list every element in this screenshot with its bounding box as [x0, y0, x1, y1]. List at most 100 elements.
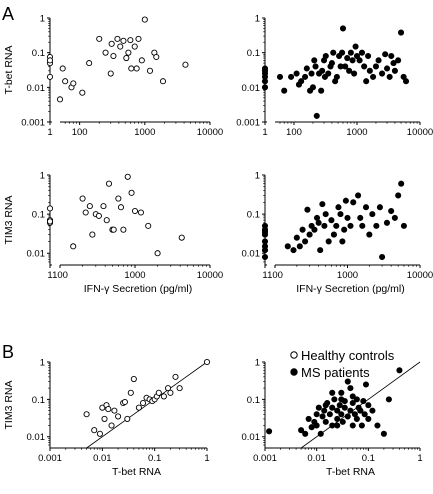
- chart-panel-b-l: 0.001 0.01 0.1 1 0.01 0.1 1 T-bet RNA TIM3 RNA: [3, 358, 211, 478]
- data-point: [325, 70, 332, 77]
- data-point: [390, 60, 397, 67]
- y-tick-label: 1: [255, 171, 260, 182]
- x-tick-label: 1000: [134, 127, 155, 138]
- data-point: [309, 84, 316, 91]
- x-tick-label: 0.1: [148, 453, 161, 464]
- data-point: [339, 49, 346, 56]
- data-point: [322, 402, 329, 409]
- data-point: [395, 192, 402, 199]
- data-point: [281, 87, 288, 94]
- data-point: [284, 243, 291, 250]
- data-point: [386, 73, 393, 80]
- y-tick-label: 0.01: [242, 249, 261, 260]
- x-axis-label: IFN-γ Secretion (pg/ml): [84, 283, 193, 295]
- data-point: [350, 199, 357, 206]
- data-point: [120, 37, 127, 44]
- data-point: [288, 73, 295, 80]
- data-point: [114, 35, 121, 42]
- data-point: [146, 67, 154, 74]
- data-point: [131, 207, 139, 215]
- x-tick-label: 10000: [197, 270, 223, 281]
- chart-panel-b-r: 0.001 0.01 0.1 1 0.01 0.1 1 T-bet RNA: [242, 358, 423, 479]
- data-point: [326, 411, 333, 418]
- data-point: [135, 35, 142, 42]
- data-point: [290, 247, 297, 254]
- data-point: [127, 37, 134, 44]
- data-point: [357, 214, 364, 221]
- y-tick-label: 0.01: [27, 83, 46, 94]
- x-tick-label: 1: [47, 127, 52, 138]
- data-point: [276, 73, 284, 80]
- data-point: [145, 222, 152, 229]
- data-point: [261, 65, 269, 72]
- data-point: [382, 51, 389, 58]
- data-point: [159, 78, 167, 85]
- data-point: [117, 43, 124, 50]
- data-point: [261, 228, 269, 235]
- data-point: [337, 211, 344, 218]
- data-point: [298, 427, 305, 434]
- data-point: [380, 430, 387, 437]
- x-tick-label: 100: [267, 270, 283, 281]
- data-point: [372, 63, 380, 70]
- data-point: [338, 389, 345, 396]
- data-point: [86, 60, 93, 67]
- data-point: [319, 67, 326, 74]
- data-point: [396, 367, 403, 374]
- data-point: [261, 238, 269, 245]
- y-tick-label: 0.01: [242, 432, 261, 443]
- x-tick-label: 1000: [337, 270, 358, 281]
- data-point: [347, 407, 354, 414]
- data-point: [397, 29, 405, 36]
- data-point: [361, 411, 368, 418]
- y-tick-label: 0.01: [27, 432, 46, 443]
- data-point: [141, 16, 148, 23]
- data-point: [101, 415, 108, 422]
- data-point: [302, 430, 309, 437]
- data-point: [46, 57, 54, 64]
- x-tick-label: 0.1: [362, 453, 375, 464]
- data-point: [306, 231, 313, 238]
- legend-label-ms: MS patients: [301, 365, 370, 380]
- data-point: [315, 404, 322, 411]
- data-point: [107, 70, 114, 77]
- data-point: [374, 422, 381, 429]
- y-tick-label: 1: [255, 358, 260, 369]
- data-point: [135, 404, 142, 411]
- data-point: [153, 53, 160, 61]
- data-point: [353, 415, 360, 422]
- data-point: [261, 253, 269, 261]
- data-point: [138, 57, 145, 64]
- y-tick-label: 1: [40, 358, 45, 369]
- legend-marker-healthy: [290, 351, 298, 359]
- data-point: [330, 231, 337, 238]
- data-point: [373, 222, 380, 229]
- data-point: [398, 180, 405, 187]
- data-point: [293, 70, 300, 77]
- data-point: [89, 231, 96, 238]
- x-tick-label: 0.001: [253, 453, 277, 464]
- data-point: [46, 218, 54, 225]
- data-point: [375, 57, 382, 64]
- data-point: [308, 70, 315, 77]
- data-point: [124, 415, 131, 422]
- data-point: [303, 65, 310, 72]
- legend-label-healthy: Healthy controls: [301, 348, 395, 363]
- data-point: [102, 49, 109, 56]
- data-point: [347, 222, 354, 229]
- data-point: [346, 67, 353, 74]
- data-point: [336, 402, 343, 409]
- data-point: [391, 214, 398, 221]
- data-point: [347, 49, 354, 56]
- data-point: [328, 217, 335, 224]
- data-point: [46, 73, 54, 80]
- data-point: [317, 430, 324, 437]
- data-point: [363, 78, 370, 85]
- data-point: [110, 52, 117, 60]
- data-point: [328, 60, 335, 67]
- data-point: [325, 238, 332, 245]
- y-axis-label: TIM3 RNA: [3, 195, 15, 244]
- data-point: [154, 250, 161, 257]
- data-point: [317, 247, 324, 254]
